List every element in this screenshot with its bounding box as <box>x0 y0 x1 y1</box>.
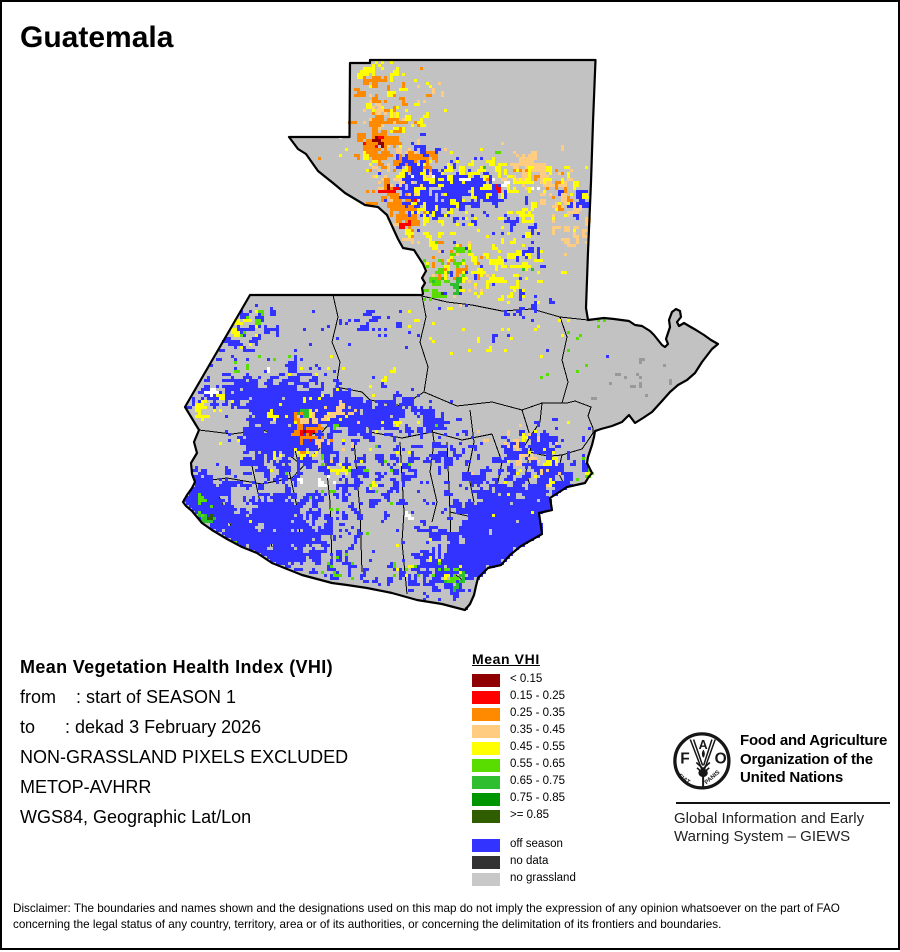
svg-text:O: O <box>715 750 727 767</box>
svg-text:A: A <box>699 738 708 752</box>
svg-text:F: F <box>680 750 689 767</box>
